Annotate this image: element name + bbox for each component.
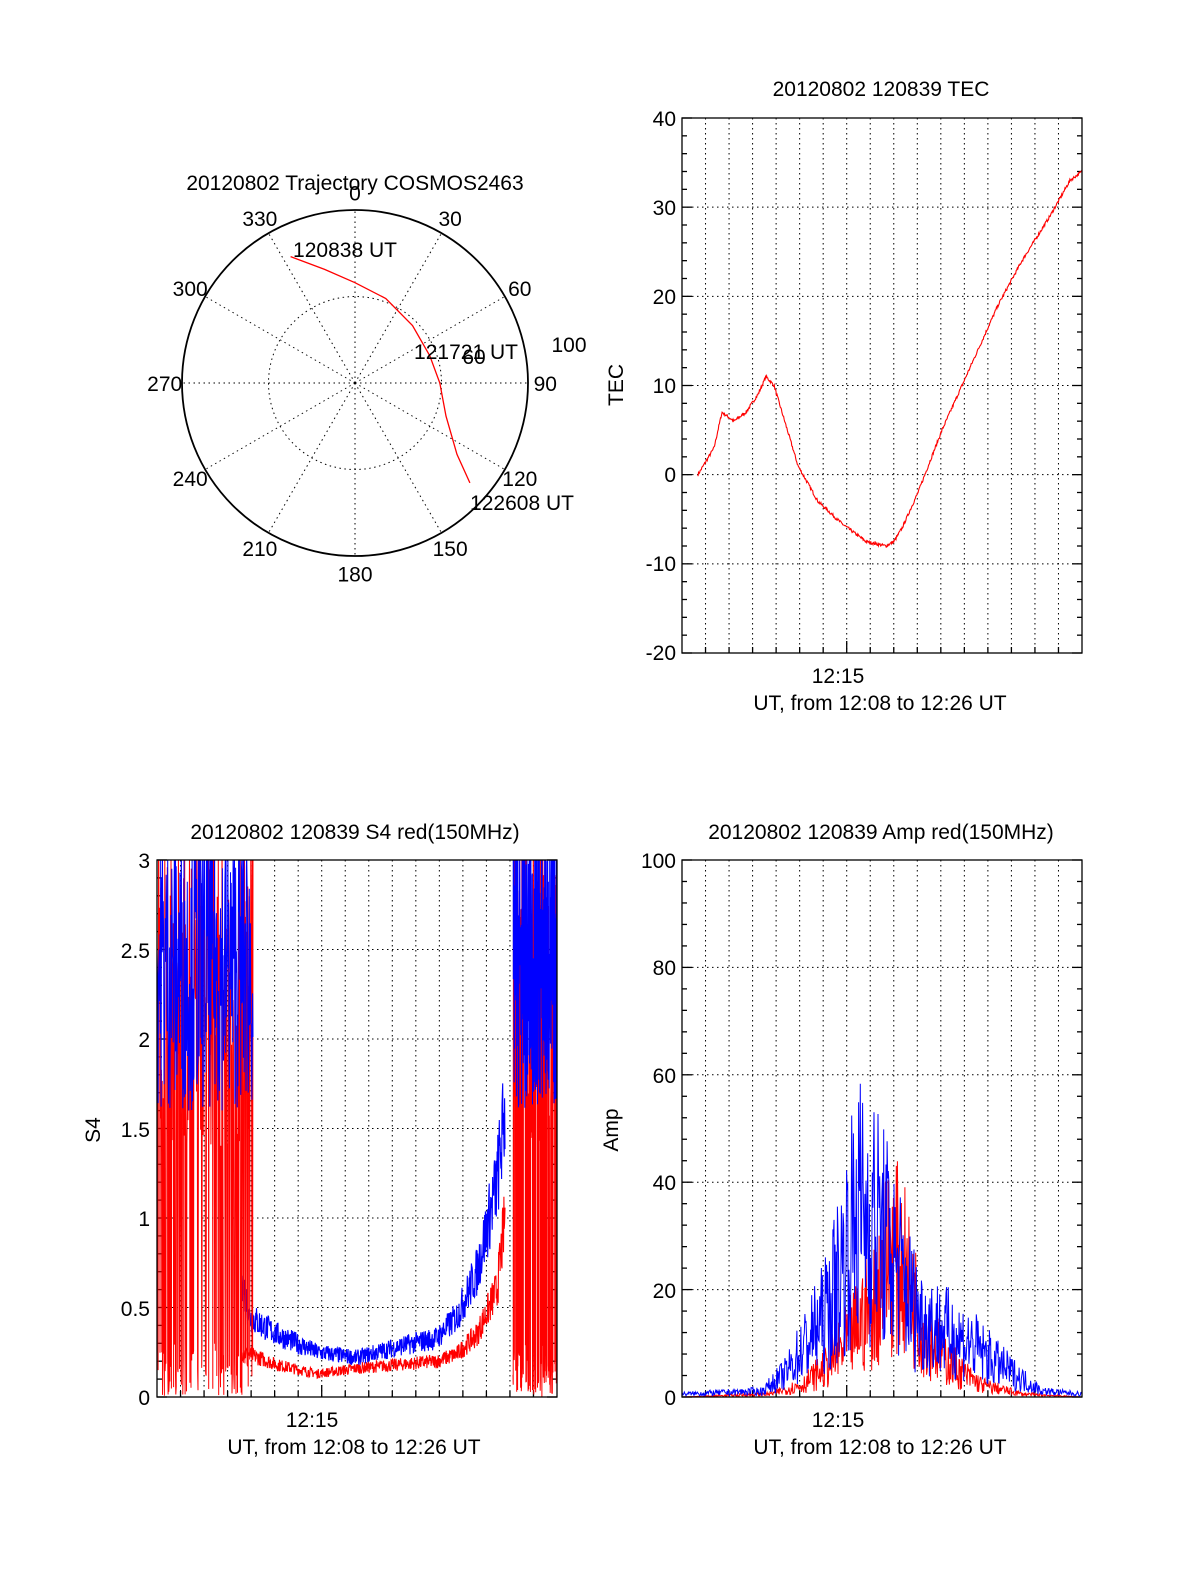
tec-xtick: 12:15: [812, 665, 865, 688]
polar-panel: 20120802 Trajectory COSMOS2463 030609012…: [147, 172, 586, 586]
polar-spoke: [354, 382, 506, 470]
s4-ytick: 1: [138, 1208, 150, 1231]
s4-series-line: [240, 1083, 506, 1365]
tec-ytick: 20: [653, 286, 676, 309]
tec-ytick: 40: [653, 108, 676, 131]
tec-series: [697, 169, 1082, 548]
polar-spoke: [268, 382, 356, 534]
amp-grid: [682, 859, 1082, 1398]
polar-radius-label: 60: [462, 346, 485, 369]
polar-spoke: [268, 232, 356, 384]
polar-angle-labels: 0 30 60 90 120 150 180 210 240 270 300 330: [147, 183, 557, 587]
amp-panel: 20120802 120839 Amp red(150MHz) 100 80 6…: [600, 821, 1083, 1459]
s4-ylabel: S4: [82, 1117, 105, 1143]
polar-angle-label: 240: [173, 468, 208, 491]
s4-xtick: 12:15: [286, 1409, 339, 1432]
polar-angle-label: 120: [502, 468, 537, 491]
s4-ytick: 2.5: [121, 940, 150, 963]
tec-yticks: 40 30 20 10 0 -10 -20: [646, 108, 676, 665]
tec-ytick: 30: [653, 197, 676, 220]
polar-angle-label: 0: [349, 183, 361, 206]
polar-angle-label: 60: [508, 278, 531, 301]
polar-angle-label: 330: [242, 208, 277, 231]
tec-frame: [681, 117, 1083, 654]
s4-ytick: 2: [138, 1029, 150, 1052]
polar-trajectory: [290, 255, 471, 484]
tec-ytick: -20: [646, 642, 676, 665]
polar-spoke: [204, 296, 356, 384]
trajectory-mid-label: 121721 UT: [414, 341, 518, 364]
amp-xtick: 12:15: [812, 1409, 865, 1432]
amp-ylabel: Amp: [600, 1108, 623, 1151]
polar-title: 20120802 Trajectory COSMOS2463: [186, 172, 523, 195]
amp-title: 20120802 120839 Amp red(150MHz): [708, 821, 1054, 844]
amp-yticks: 100 80 60 40 20 0: [641, 850, 676, 1410]
trajectory-line: [290, 255, 471, 484]
tec-panel: 20120802 120839 TEC 40 30 20 10 0 -10 -2…: [605, 78, 1083, 715]
polar-spoke: [354, 296, 506, 384]
polar-angle-label: 270: [147, 373, 182, 396]
s4-yticks: 3 2.5 2 1.5 1 0.5 0: [121, 850, 150, 1410]
tec-ytick: 10: [653, 375, 676, 398]
s4-saturated-noise: [157, 860, 254, 1111]
s4-frame: [156, 859, 558, 1398]
s4-panel: 20120802 120839 S4 red(150MHz) 3 2.5 2 1…: [82, 821, 558, 1459]
s4-ytick: 1.5: [121, 1119, 150, 1142]
polar-radius-label: 100: [551, 334, 586, 357]
trajectory-end-label: 122608 UT: [470, 492, 574, 515]
polar-angle-label: 150: [433, 538, 468, 561]
amp-frame: [681, 859, 1083, 1398]
amp-xlabel: UT, from 12:08 to 12:26 UT: [753, 1436, 1006, 1459]
amp-series-line: [682, 1083, 1082, 1397]
polar-radius-labels: 60 100: [462, 334, 586, 369]
s4-xlabel: UT, from 12:08 to 12:26 UT: [227, 1436, 480, 1459]
tec-ytick: -10: [646, 553, 676, 576]
amp-series-line: [682, 1161, 1082, 1397]
amp-ytick: 100: [641, 850, 676, 873]
polar-spoke: [204, 382, 356, 470]
amp-ytick: 80: [653, 957, 676, 980]
tec-series-group: [697, 169, 1082, 548]
s4-ytick: 0.5: [121, 1298, 150, 1321]
polar-angle-label: 90: [534, 373, 557, 396]
s4-saturated-noise: [512, 860, 557, 1108]
polar-spoke: [354, 232, 442, 384]
s4-series-group: [157, 860, 557, 1397]
s4-series-line: [240, 1196, 506, 1380]
amp-ytick: 20: [653, 1280, 676, 1303]
tec-ylabel: TEC: [605, 364, 628, 406]
s4-series: [157, 860, 557, 1397]
polar-angle-label: 300: [173, 278, 208, 301]
amp-ytick: 60: [653, 1065, 676, 1088]
amp-series: [682, 1083, 1082, 1397]
polar-angle-label: 180: [337, 563, 372, 586]
s4-ytick: 3: [138, 850, 150, 873]
s4-saturated-noise: [512, 860, 557, 1397]
tec-xlabel: UT, from 12:08 to 12:26 UT: [753, 692, 1006, 715]
polar-angle-label: 30: [438, 208, 461, 231]
trajectory-start-label: 120838 UT: [293, 239, 397, 262]
amp-ytick: 0: [664, 1387, 676, 1410]
polar-angle-label: 210: [242, 538, 277, 561]
tec-title: 20120802 120839 TEC: [773, 78, 990, 101]
tec-series-line: [697, 169, 1082, 548]
s4-title: 20120802 120839 S4 red(150MHz): [190, 821, 519, 844]
polar-grid: [181, 209, 529, 557]
s4-ytick: 0: [138, 1387, 150, 1410]
tec-ytick: 0: [664, 464, 676, 487]
polar-outer-ring: [181, 209, 529, 557]
amp-ytick: 40: [653, 1172, 676, 1195]
amp-series-group: [682, 1083, 1082, 1397]
polar-spoke: [354, 382, 442, 534]
polar-annotations: 120838 UT 121721 UT 122608 UT: [293, 239, 574, 515]
tec-grid: [682, 117, 1082, 654]
